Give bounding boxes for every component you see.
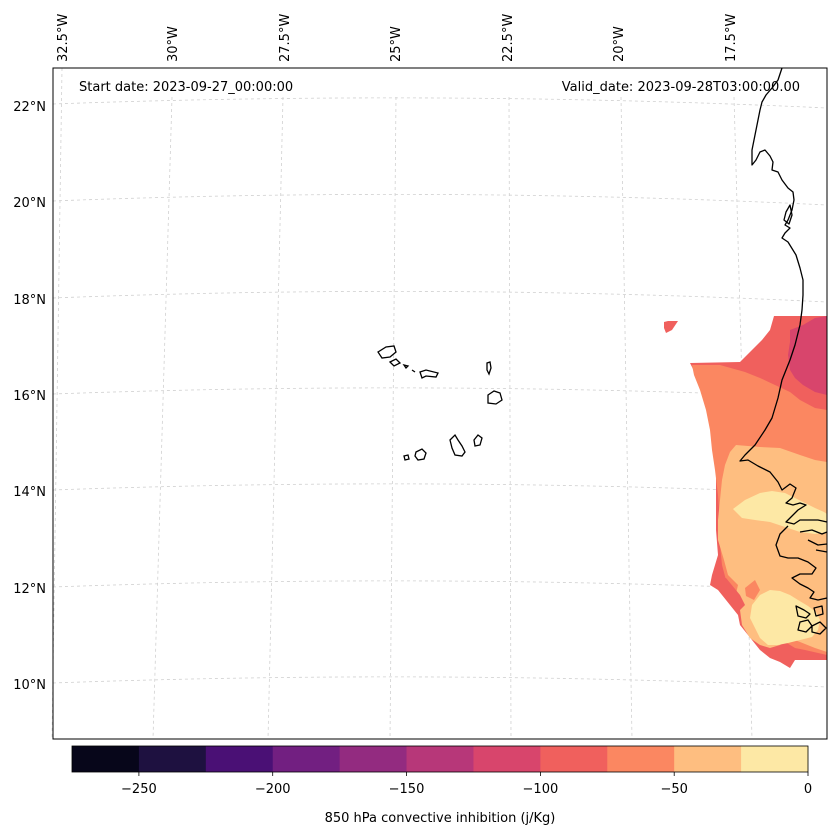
colorbar-tick-label-minus-50: −50: [660, 782, 687, 797]
island-boa-vista: [487, 390, 503, 405]
island-maio: [473, 434, 483, 447]
lat-label-18n: 18°N: [13, 293, 46, 308]
parallel-22n: [52, 97, 828, 109]
meridian-20w: [620, 96, 633, 740]
map-background: [53, 68, 827, 739]
colorbar-ticks: [138, 772, 809, 776]
parallel-12n: [52, 580, 828, 592]
colorbar-title: 850 hPa convective inhibition (j/Kg): [325, 811, 556, 826]
longitude-labels: 32.5°W 30°W 27.5°W 25°W 22.5°W 20°W 17.5…: [56, 14, 739, 62]
map-frame: [52, 67, 828, 740]
cin-band-minus-50-25: [718, 445, 827, 652]
lat-label-22n: 22°N: [13, 100, 46, 115]
parallel-14n: [52, 483, 828, 495]
lat-label-10n: 10°N: [13, 678, 46, 693]
island-sao-nicolau: [411, 369, 439, 379]
meridian-32-5w: [51, 67, 63, 740]
lon-label-27-5w: 27.5°W: [278, 14, 293, 62]
colorbar-bin-2: [205, 746, 274, 772]
lat-label-20n: 20°N: [13, 196, 46, 211]
senegal-inland-markings: [799, 529, 828, 553]
island-fogo: [414, 448, 427, 461]
colorbar-bin-6: [473, 746, 541, 772]
parallel-18n: [52, 290, 828, 303]
colorbar-frame: [71, 745, 809, 773]
island-brava: [403, 454, 410, 461]
island-santa-luzia: [402, 363, 410, 370]
cin-band-minus-100-75-notch: [713, 578, 745, 612]
lon-label-22-5w: 22.5°W: [501, 14, 516, 62]
lon-label-17-5w: 17.5°W: [724, 14, 739, 62]
lat-label-14n: 14°N: [13, 485, 46, 500]
colorbar-bin-7: [540, 746, 608, 772]
lon-label-32-5w: 32.5°W: [56, 14, 71, 62]
colorbar-tick-label-minus-100: −100: [523, 782, 559, 797]
colorbar-tick-label-minus-200: −200: [255, 782, 291, 797]
meridian-25w: [389, 96, 397, 740]
colorbar-bin-9: [674, 746, 742, 772]
parallel-16n: [52, 387, 828, 399]
cin-band-minus-25-0-north: [733, 491, 827, 534]
map-panel: [51, 67, 828, 740]
west-africa-coastline: [739, 67, 828, 525]
colorbar-bin-1: [138, 746, 207, 772]
lat-label-16n: 16°N: [13, 389, 46, 404]
colorbar-bin-0: [72, 746, 140, 772]
colorbar-tick-label-minus-150: −150: [389, 782, 425, 797]
guinea-bissau-islands: [795, 605, 827, 635]
start-date-label: Start date: 2023-09-27_00:00:00: [79, 80, 293, 95]
colorbar-bin-5: [406, 746, 474, 772]
colorbar-bin-3: [272, 746, 341, 772]
colorbar-bins: [72, 746, 809, 772]
parallel-10n: [52, 676, 828, 688]
lon-label-30w: 30°W: [166, 26, 181, 62]
colorbar-tick-label-0: 0: [804, 782, 812, 797]
cape-verde-islands: [377, 345, 503, 461]
lon-label-20w: 20°W: [612, 26, 627, 62]
colorbar-bin-10: [741, 746, 809, 772]
cin-band-minus-100-75-speck: [664, 321, 678, 333]
cin-field: [664, 316, 827, 668]
island-sal: [486, 361, 492, 376]
meridian-22-5w: [508, 96, 512, 740]
lon-label-25w: 25°W: [389, 26, 404, 62]
parallel-20n: [52, 193, 828, 206]
colorbar-tick-label-minus-250: −250: [121, 782, 157, 797]
mauritania-coast-inlet: [783, 204, 793, 225]
valid-date-label: Valid_date: 2023-09-28T03:00:00.00: [562, 80, 800, 95]
colorbar: −250 −200 −150 −100 −50 0 850 hPa convec…: [71, 745, 812, 826]
island-santo-antao: [377, 345, 397, 359]
meridian-30w: [152, 96, 173, 740]
cin-band-minus-75-50-patch: [745, 580, 760, 600]
coastlines: [739, 67, 828, 635]
latitude-labels: 22°N 20°N 18°N 16°N 14°N 12°N 10°N: [13, 100, 46, 693]
colorbar-bin-8: [607, 746, 675, 772]
colorbar-bin-4: [339, 746, 408, 772]
island-santiago: [449, 433, 466, 457]
lat-label-12n: 12°N: [13, 582, 46, 597]
meridian-27-5w: [267, 96, 284, 740]
island-sao-vicente: [388, 358, 402, 367]
gambia-senegal-coast: [775, 525, 828, 601]
